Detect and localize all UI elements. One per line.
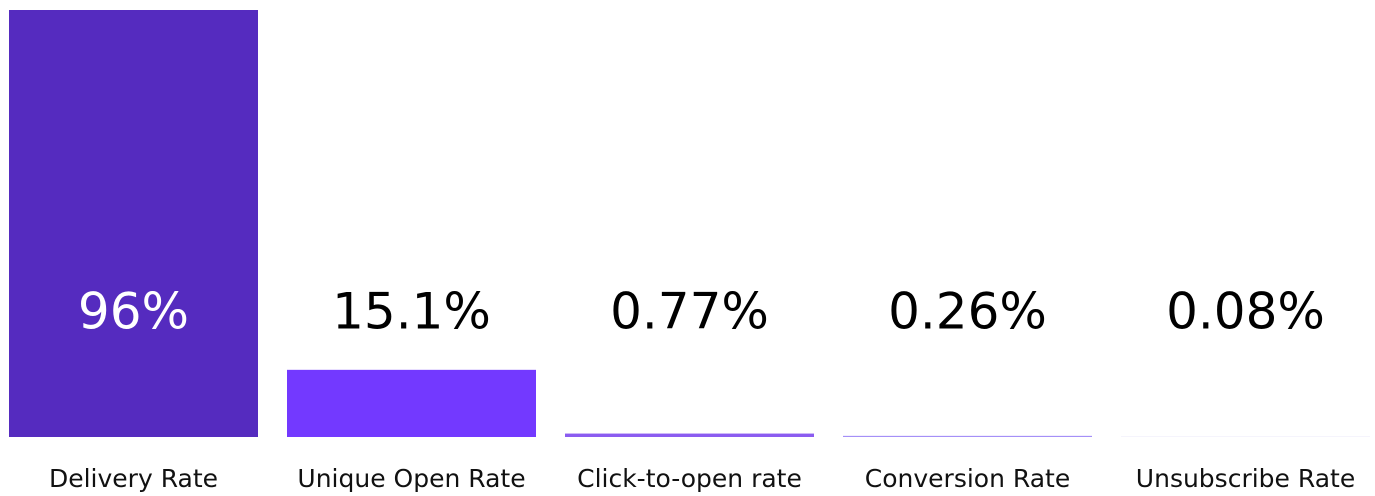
bar	[287, 369, 536, 437]
bar	[9, 10, 258, 437]
category-label: Conversion Rate	[865, 464, 1070, 493]
value-label: 96%	[78, 283, 189, 341]
value-label: 15.1%	[332, 283, 491, 341]
value-label: 0.26%	[888, 283, 1047, 341]
bar	[843, 435, 1092, 437]
category-label: Unique Open Rate	[297, 464, 525, 493]
category-label: Delivery Rate	[49, 464, 218, 493]
value-label: 0.77%	[610, 283, 769, 341]
category-label: Unsubscribe Rate	[1136, 464, 1355, 493]
category-label: Click-to-open rate	[577, 464, 802, 493]
bar	[565, 433, 814, 437]
value-label: 0.08%	[1166, 283, 1325, 341]
